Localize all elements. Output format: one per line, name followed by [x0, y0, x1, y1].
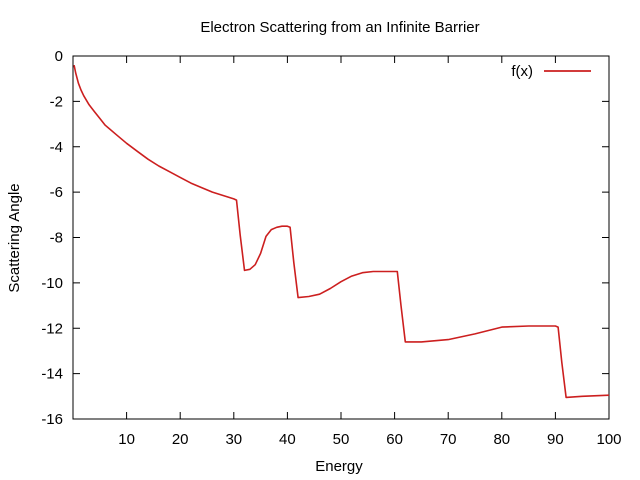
- series-layer: [73, 64, 610, 399]
- y-tick-label: -12: [41, 320, 63, 337]
- y-tick-label: -8: [50, 230, 63, 247]
- x-tick-label: 10: [118, 431, 135, 448]
- plot-area: [72, 55, 610, 420]
- y-tick-label: -6: [50, 184, 63, 201]
- x-tick-label: 50: [333, 431, 350, 448]
- y-tick-label: -16: [41, 411, 63, 428]
- plot-border: [72, 55, 610, 420]
- chart-title: Electron Scattering from an Infinite Bar…: [200, 19, 479, 36]
- x-tick-label: 90: [547, 431, 564, 448]
- legend: f(x): [511, 63, 591, 80]
- y-axis: 0 -2 -4 -6 -8 -10 -12 -14 -16: [41, 48, 609, 428]
- y-tick-label: 0: [55, 48, 63, 65]
- x-tick-label: 30: [225, 431, 242, 448]
- y-tick-label: -2: [50, 93, 63, 110]
- x-tick-label: 60: [386, 431, 403, 448]
- x-tick-label: 40: [279, 431, 296, 448]
- legend-label: f(x): [511, 63, 533, 80]
- x-tick-label: 80: [493, 431, 510, 448]
- x-axis: 10 20 30 40 50 60 70 80 90 100: [118, 56, 622, 448]
- x-axis-label: Energy: [315, 458, 363, 475]
- x-tick-label: 70: [440, 431, 457, 448]
- x-tick-label: 100: [596, 431, 621, 448]
- y-tick-label: -10: [41, 275, 63, 292]
- y-tick-label: -4: [50, 139, 63, 156]
- series-line: [73, 64, 610, 399]
- y-axis-label: Scattering Angle: [6, 183, 23, 292]
- y-tick-label: -14: [41, 366, 63, 383]
- x-tick-label: 20: [172, 431, 189, 448]
